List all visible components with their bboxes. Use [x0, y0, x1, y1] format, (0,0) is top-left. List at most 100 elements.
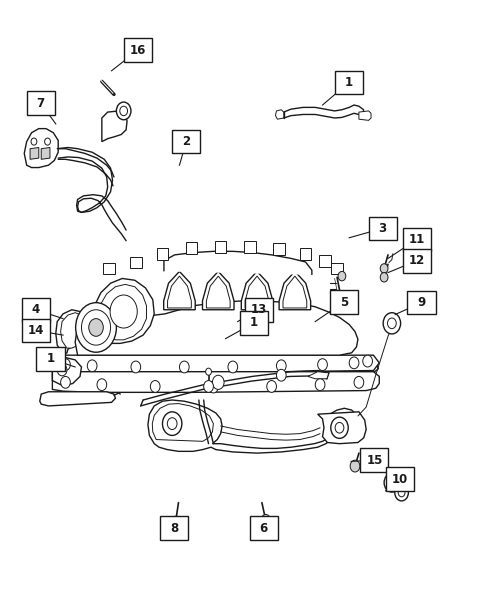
FancyBboxPatch shape: [249, 516, 277, 540]
Circle shape: [260, 514, 270, 526]
Circle shape: [394, 484, 408, 501]
Circle shape: [379, 273, 387, 282]
Circle shape: [162, 412, 182, 435]
FancyBboxPatch shape: [27, 91, 55, 115]
Circle shape: [276, 369, 286, 381]
Text: 10: 10: [391, 473, 407, 486]
Text: 1: 1: [46, 352, 54, 365]
Polygon shape: [156, 248, 168, 260]
Text: 13: 13: [250, 303, 267, 316]
Circle shape: [362, 355, 372, 367]
Text: 8: 8: [169, 522, 178, 535]
Polygon shape: [206, 276, 229, 308]
FancyBboxPatch shape: [402, 249, 430, 273]
Polygon shape: [283, 276, 306, 308]
FancyBboxPatch shape: [360, 448, 388, 472]
Polygon shape: [52, 357, 81, 386]
FancyBboxPatch shape: [334, 71, 362, 94]
Circle shape: [76, 303, 116, 352]
Text: 3: 3: [378, 222, 386, 235]
FancyBboxPatch shape: [385, 467, 413, 491]
Polygon shape: [275, 110, 283, 119]
Polygon shape: [52, 355, 378, 375]
Polygon shape: [56, 360, 378, 375]
Circle shape: [315, 379, 324, 391]
Circle shape: [348, 357, 358, 369]
Polygon shape: [307, 372, 328, 379]
Polygon shape: [41, 148, 50, 159]
Circle shape: [60, 376, 70, 388]
Polygon shape: [358, 111, 370, 120]
Circle shape: [150, 381, 160, 392]
Polygon shape: [40, 392, 115, 406]
Polygon shape: [318, 255, 330, 267]
Polygon shape: [317, 412, 365, 444]
Polygon shape: [272, 243, 284, 255]
FancyBboxPatch shape: [402, 228, 430, 251]
Circle shape: [317, 359, 327, 371]
FancyBboxPatch shape: [244, 298, 272, 322]
Circle shape: [131, 361, 140, 373]
Polygon shape: [167, 276, 191, 308]
Circle shape: [397, 489, 404, 497]
Text: 1: 1: [250, 316, 257, 329]
Polygon shape: [56, 310, 88, 354]
Circle shape: [266, 381, 276, 392]
Polygon shape: [164, 251, 311, 275]
Polygon shape: [241, 271, 272, 310]
FancyBboxPatch shape: [123, 38, 151, 62]
Text: 6: 6: [259, 522, 268, 535]
Circle shape: [89, 319, 103, 336]
Circle shape: [170, 516, 180, 528]
Circle shape: [81, 310, 110, 345]
FancyBboxPatch shape: [329, 290, 357, 314]
FancyBboxPatch shape: [36, 347, 64, 371]
Circle shape: [208, 381, 218, 393]
Polygon shape: [24, 129, 58, 168]
Circle shape: [330, 417, 348, 438]
Circle shape: [57, 364, 67, 376]
Polygon shape: [52, 372, 378, 392]
Circle shape: [349, 460, 359, 472]
Polygon shape: [75, 301, 357, 355]
Polygon shape: [102, 111, 127, 142]
Circle shape: [212, 375, 224, 389]
Polygon shape: [202, 271, 233, 310]
Circle shape: [179, 361, 189, 373]
Polygon shape: [185, 242, 197, 254]
Circle shape: [60, 359, 70, 371]
Circle shape: [337, 271, 345, 281]
Text: 2: 2: [182, 135, 190, 148]
Polygon shape: [60, 313, 86, 348]
FancyBboxPatch shape: [240, 311, 268, 335]
Circle shape: [31, 138, 37, 145]
Circle shape: [203, 381, 213, 392]
Circle shape: [334, 422, 343, 433]
Polygon shape: [214, 241, 226, 253]
Circle shape: [167, 418, 177, 430]
Circle shape: [382, 313, 400, 334]
Text: 7: 7: [37, 97, 45, 110]
FancyBboxPatch shape: [407, 291, 435, 314]
Text: 15: 15: [365, 454, 382, 467]
Text: 5: 5: [339, 296, 348, 309]
Circle shape: [379, 264, 387, 273]
Circle shape: [227, 361, 237, 373]
Polygon shape: [152, 404, 213, 441]
Circle shape: [120, 106, 127, 116]
Polygon shape: [164, 271, 195, 310]
Polygon shape: [244, 276, 268, 308]
Text: 4: 4: [31, 303, 40, 316]
Text: 1: 1: [344, 76, 352, 89]
Polygon shape: [99, 284, 146, 340]
Circle shape: [116, 102, 131, 120]
Polygon shape: [30, 148, 39, 159]
Circle shape: [205, 368, 211, 375]
FancyBboxPatch shape: [22, 298, 50, 322]
Circle shape: [387, 318, 395, 329]
Text: 9: 9: [416, 296, 425, 309]
FancyBboxPatch shape: [368, 217, 396, 240]
FancyBboxPatch shape: [172, 130, 200, 153]
Text: 16: 16: [129, 44, 146, 57]
Circle shape: [353, 376, 363, 388]
